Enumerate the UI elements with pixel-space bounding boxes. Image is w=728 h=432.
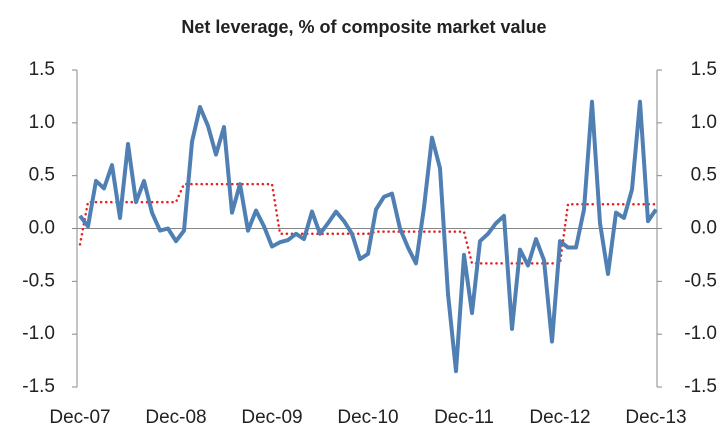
y2-tick-label: -1.5 [684, 376, 717, 397]
x-tick-label: Dec-12 [529, 407, 590, 428]
series-line [78, 99, 658, 374]
y-tick-label: 0.0 [29, 218, 55, 239]
x-tick-label: Dec-08 [145, 407, 206, 428]
y2-tick-label: 0.0 [691, 218, 717, 239]
x-tick-label: Dec-11 [434, 407, 494, 428]
series-line [78, 182, 658, 265]
x-tick-label: Dec-09 [241, 407, 302, 428]
y-tick-label: -0.5 [22, 270, 55, 291]
y2-tick-label: 1.5 [691, 59, 717, 80]
x-tick-label: Dec-10 [337, 407, 398, 428]
chart-title: Net leverage, % of composite market valu… [181, 17, 546, 37]
x-tick-label: Dec-07 [49, 407, 110, 428]
y2-tick-label: -1.0 [684, 323, 717, 344]
y-tick-label: 0.5 [29, 165, 55, 186]
y-tick-label: -1.0 [22, 323, 55, 344]
y2-tick-label: -0.5 [684, 270, 717, 291]
y-tick-label: 1.5 [29, 59, 55, 80]
y-tick-label: -1.5 [22, 376, 55, 397]
x-tick-label: Dec-13 [625, 407, 686, 428]
y-tick-label: 1.0 [29, 112, 55, 133]
y2-tick-label: 1.0 [691, 112, 717, 133]
y2-tick-label: 0.5 [691, 165, 717, 186]
